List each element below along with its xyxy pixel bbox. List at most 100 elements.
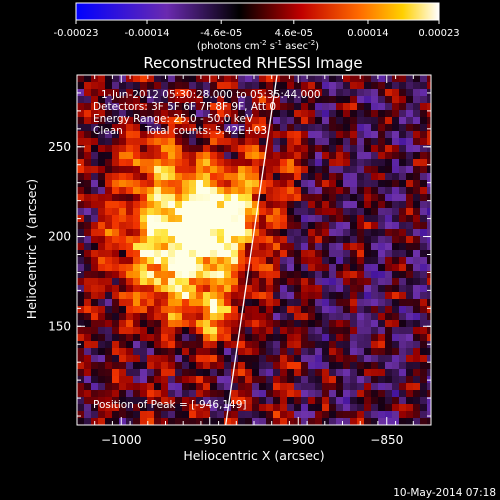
heatmap-pixel (266, 404, 273, 411)
heatmap-pixel (420, 117, 427, 124)
heatmap-pixel (294, 313, 301, 320)
heatmap-pixel (301, 194, 308, 201)
heatmap-pixel (322, 327, 329, 334)
heatmap-pixel (91, 292, 98, 299)
heatmap-pixel (217, 145, 224, 152)
heatmap-pixel (371, 355, 378, 362)
heatmap-pixel (280, 145, 287, 152)
heatmap-pixel (259, 348, 266, 355)
heatmap-pixel (112, 194, 119, 201)
heatmap-pixel (378, 222, 385, 229)
heatmap-pixel (329, 313, 336, 320)
heatmap-pixel (378, 397, 385, 404)
heatmap-pixel (182, 229, 189, 236)
heatmap-pixel (280, 229, 287, 236)
heatmap-pixel (273, 397, 280, 404)
heatmap-pixel (231, 383, 238, 390)
heatmap-pixel (203, 320, 210, 327)
heatmap-pixel (133, 236, 140, 243)
heatmap-pixel (371, 313, 378, 320)
heatmap-pixel (161, 383, 168, 390)
heatmap-pixel (161, 404, 168, 411)
heatmap-pixel (210, 131, 217, 138)
heatmap-pixel (161, 327, 168, 334)
heatmap-pixel (175, 138, 182, 145)
heatmap-pixel (350, 159, 357, 166)
heatmap-pixel (112, 166, 119, 173)
heatmap-pixel (364, 96, 371, 103)
heatmap-pixel (385, 348, 392, 355)
heatmap-pixel (196, 124, 203, 131)
heatmap-pixel (350, 376, 357, 383)
heatmap-pixel (329, 257, 336, 264)
heatmap-pixel (336, 124, 343, 131)
heatmap-pixel (399, 215, 406, 222)
heatmap-pixel (196, 334, 203, 341)
heatmap-pixel (161, 215, 168, 222)
heatmap-pixel (294, 306, 301, 313)
heatmap-pixel (350, 117, 357, 124)
heatmap-pixel (252, 369, 259, 376)
heatmap-pixel (105, 89, 112, 96)
heatmap-pixel (427, 257, 431, 264)
heatmap-pixel (210, 173, 217, 180)
heatmap-pixel (364, 166, 371, 173)
heatmap-pixel (287, 257, 294, 264)
heatmap-pixel (322, 124, 329, 131)
heatmap-pixel (140, 75, 147, 82)
heatmap-pixel (252, 117, 259, 124)
heatmap-pixel (112, 82, 119, 89)
heatmap-pixel (140, 194, 147, 201)
heatmap-pixel (378, 201, 385, 208)
heatmap-pixel (350, 257, 357, 264)
heatmap-pixel (105, 271, 112, 278)
heatmap-pixel (357, 82, 364, 89)
heatmap-pixel (357, 243, 364, 250)
heatmap-pixel (182, 236, 189, 243)
heatmap-pixel (294, 131, 301, 138)
heatmap-pixel (301, 173, 308, 180)
heatmap-pixel (119, 278, 126, 285)
heatmap-pixel (126, 292, 133, 299)
heatmap-pixel (357, 292, 364, 299)
heatmap-pixel (224, 264, 231, 271)
heatmap-pixel (231, 180, 238, 187)
heatmap-pixel (308, 173, 315, 180)
heatmap-pixel (119, 145, 126, 152)
heatmap-pixel (413, 117, 420, 124)
heatmap-pixel (266, 96, 273, 103)
heatmap-pixel (413, 369, 420, 376)
heatmap-pixel (245, 362, 252, 369)
heatmap-pixel (147, 187, 154, 194)
heatmap-pixel (273, 236, 280, 243)
heatmap-pixel (161, 278, 168, 285)
heatmap-pixel (343, 271, 350, 278)
heatmap-pixel (371, 215, 378, 222)
heatmap-pixel (252, 124, 259, 131)
heatmap-pixel (336, 236, 343, 243)
heatmap-pixel (371, 131, 378, 138)
heatmap-pixel (392, 327, 399, 334)
heatmap-pixel (385, 299, 392, 306)
heatmap-pixel (105, 334, 112, 341)
heatmap-pixel (77, 418, 84, 425)
heatmap-pixel (182, 250, 189, 257)
heatmap-pixel (189, 75, 196, 82)
heatmap-pixel (259, 75, 266, 82)
heatmap-pixel (168, 341, 175, 348)
heatmap-pixel (231, 397, 238, 404)
heatmap-pixel (329, 194, 336, 201)
heatmap-pixel (329, 96, 336, 103)
heatmap-pixel (294, 257, 301, 264)
heatmap-pixel (378, 376, 385, 383)
heatmap-pixel (357, 152, 364, 159)
heatmap-pixel (203, 138, 210, 145)
heatmap-pixel (343, 369, 350, 376)
heatmap-pixel (343, 152, 350, 159)
heatmap-pixel (266, 278, 273, 285)
heatmap-pixel (154, 264, 161, 271)
heatmap-pixel (112, 383, 119, 390)
heatmap-pixel (126, 411, 133, 418)
heatmap-pixel (294, 75, 301, 82)
heatmap-pixel (168, 369, 175, 376)
